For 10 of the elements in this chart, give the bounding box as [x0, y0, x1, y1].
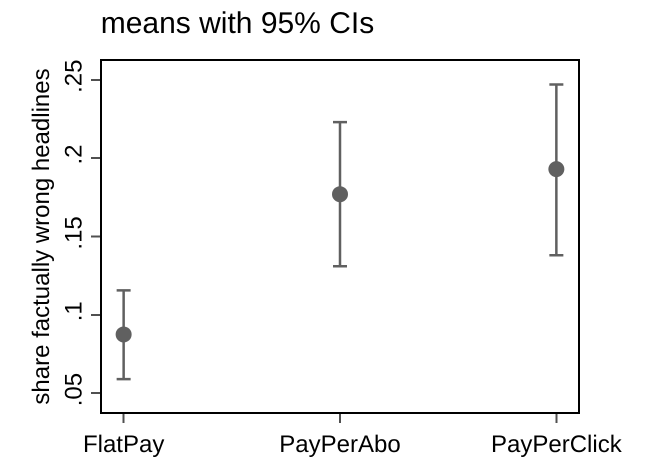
- y-tick-label: .2: [60, 144, 88, 165]
- y-tick-label: .25: [60, 60, 88, 93]
- y-tick-label: .1: [60, 301, 88, 322]
- y-axis-title: share factually wrong headlines: [28, 68, 55, 405]
- y-tick-label: .05: [60, 372, 88, 406]
- x-tick-label: PayPerAbo: [279, 430, 401, 458]
- chart-title: means with 95% CIs: [100, 6, 374, 40]
- x-tick-label: FlatPay: [82, 430, 164, 458]
- x-tick-label: PayPerClick: [491, 430, 623, 458]
- y-tick-label: .15: [60, 216, 88, 250]
